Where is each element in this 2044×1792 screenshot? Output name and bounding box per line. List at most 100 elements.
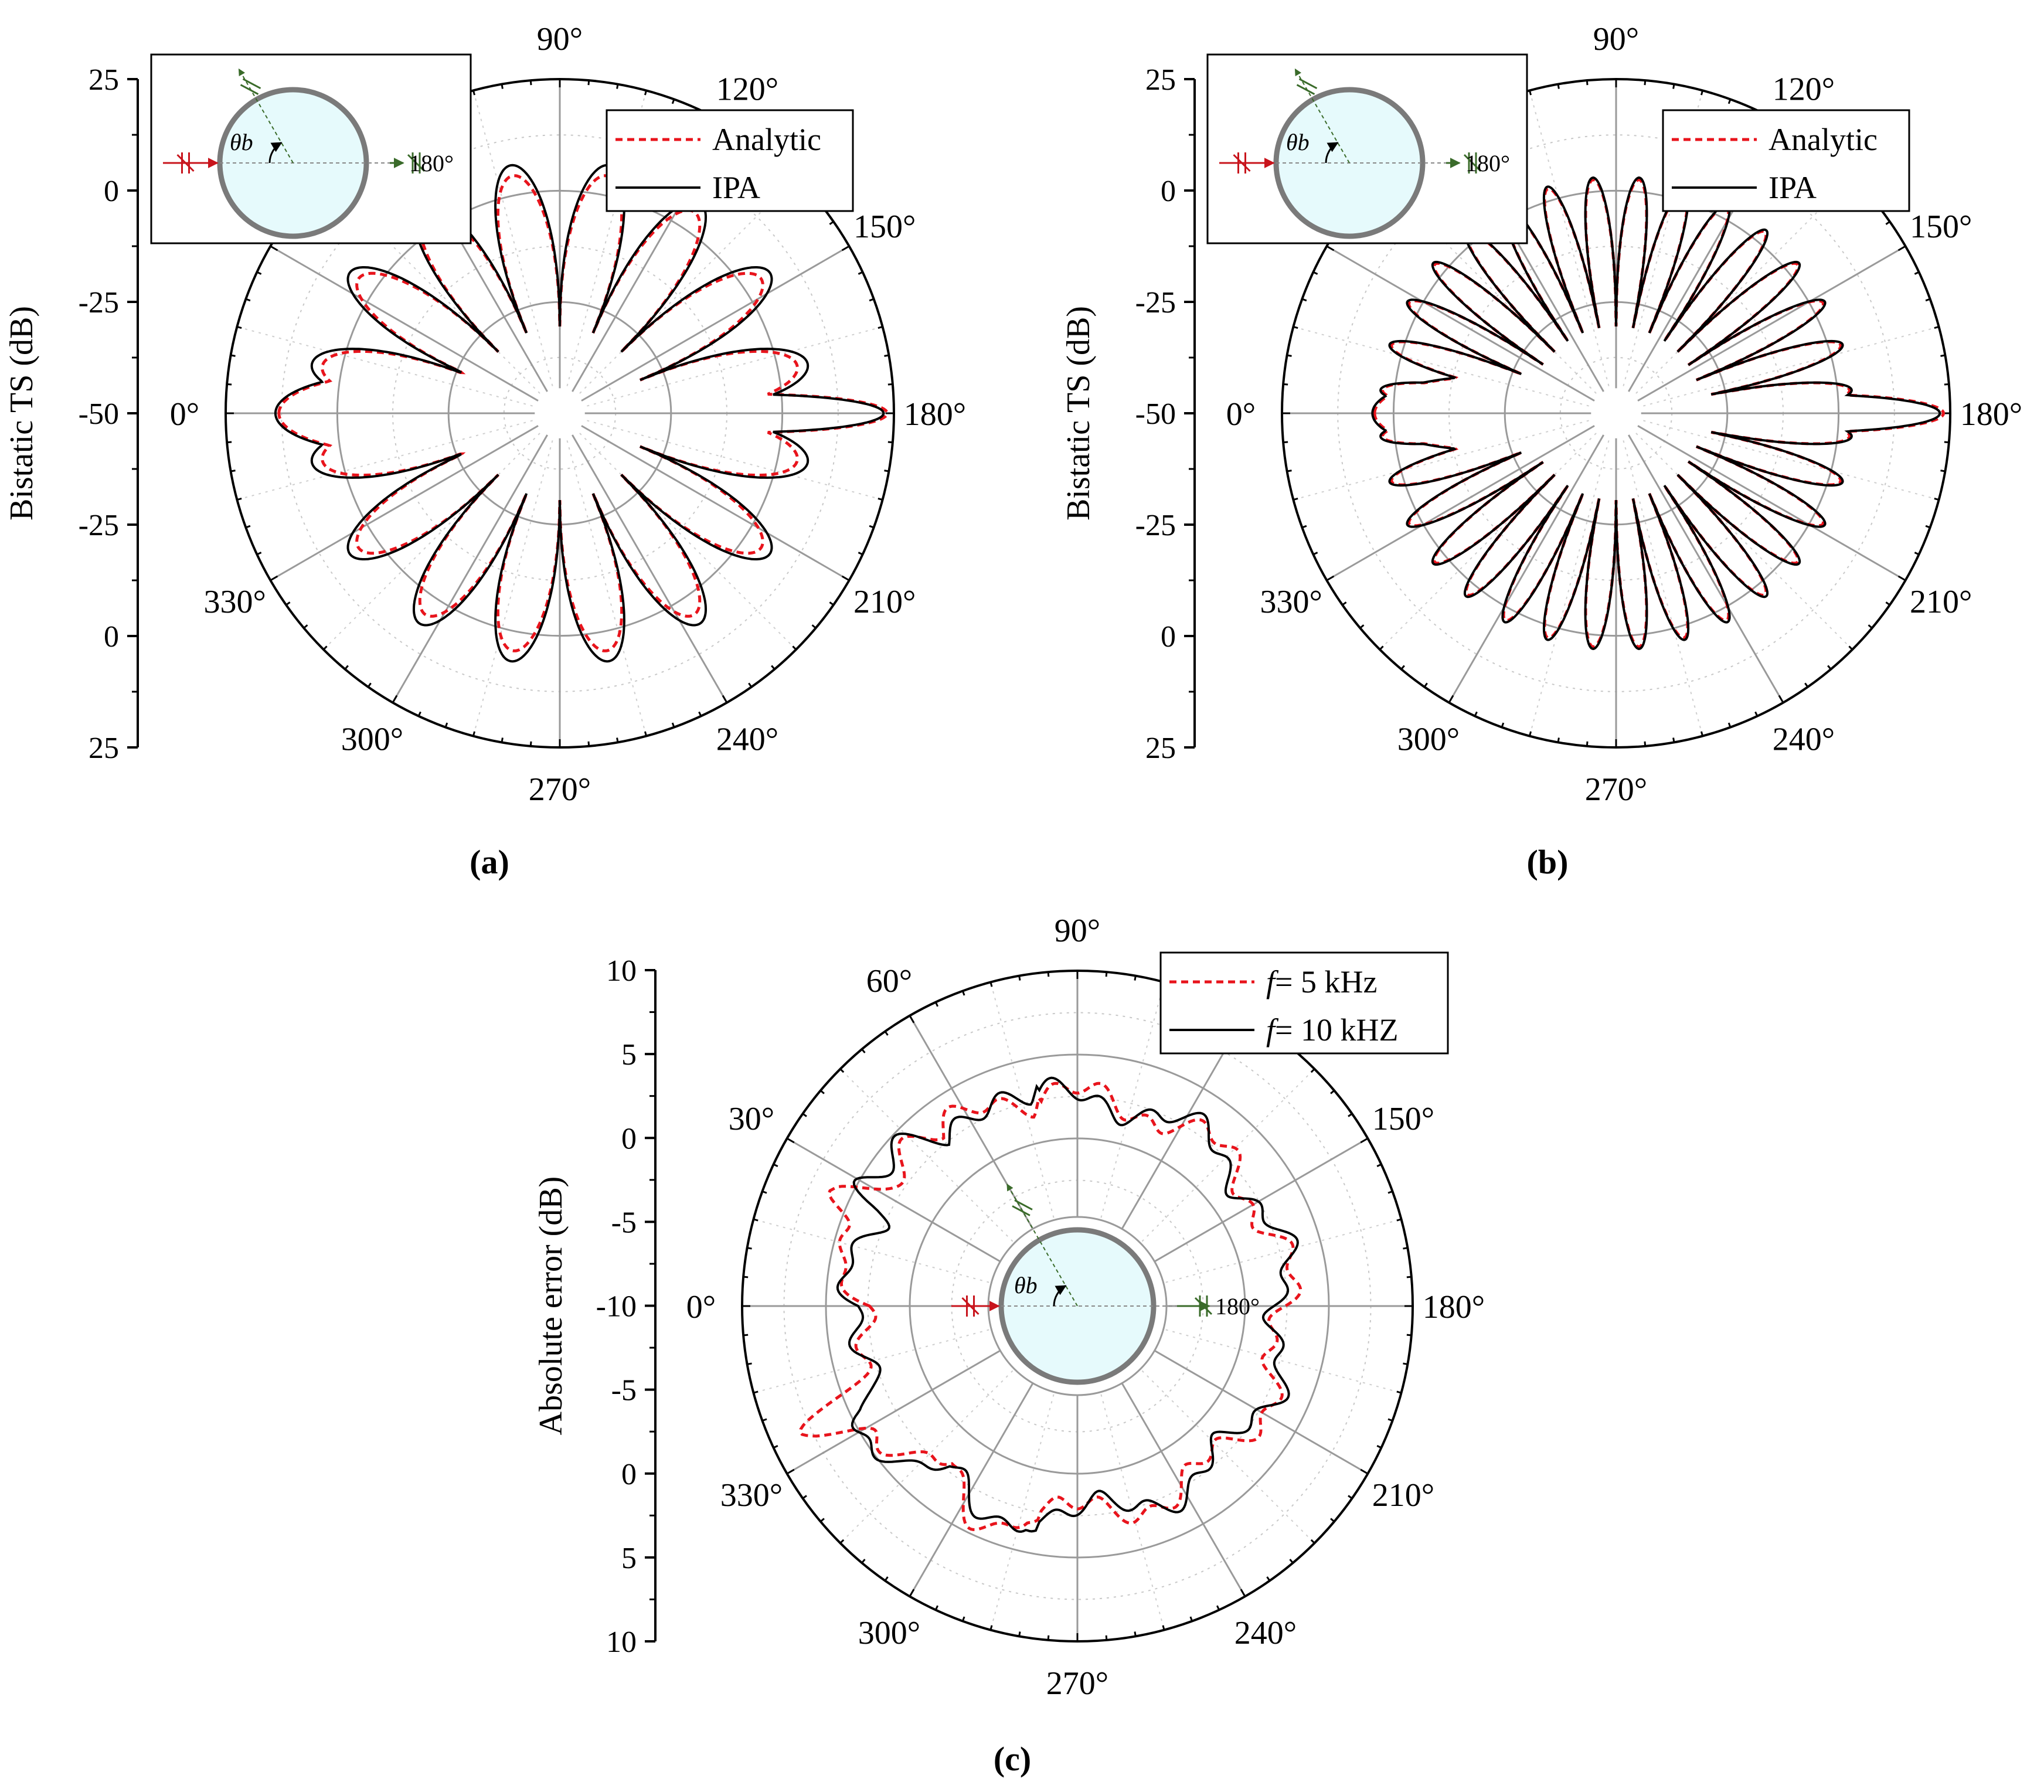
- angle-tick: [644, 731, 647, 736]
- radial-axis-tick-label: -5: [611, 1206, 637, 1239]
- panel-a-label: (a): [470, 843, 509, 881]
- legend-label: Analytic: [712, 122, 821, 157]
- angle-tick: [934, 1001, 939, 1007]
- radial-axis-tick-label: 0: [621, 1122, 637, 1155]
- angle-tick: [961, 990, 965, 996]
- angle-tick: [861, 1559, 866, 1564]
- grid-spoke: [1448, 413, 1617, 703]
- angle-label-150: 150°: [1910, 209, 1972, 245]
- oblique-scatter-icon: [1012, 1199, 1033, 1216]
- angle-label-300: 300°: [341, 721, 403, 757]
- angle-tick: [1105, 1635, 1108, 1640]
- angle-tick: [887, 383, 893, 386]
- angle-tick: [392, 695, 398, 703]
- angle-tick: [1403, 1362, 1408, 1365]
- angle-label-270: 270°: [529, 771, 591, 808]
- legend-label: f= 10 kHZ: [1266, 1012, 1398, 1048]
- angle-tick: [1448, 695, 1454, 703]
- angle-tick: [529, 80, 532, 86]
- angle-tick: [1387, 1418, 1393, 1422]
- angle-tick: [417, 711, 421, 717]
- angle-tick: [1283, 383, 1288, 386]
- legend-label-rest: = 10 kHZ: [1275, 1012, 1398, 1048]
- angle-tick: [1310, 1068, 1315, 1073]
- angle-tick: [1047, 1635, 1050, 1640]
- forward-scatter-icon: [407, 152, 426, 174]
- angle-tick: [1293, 326, 1298, 329]
- panel-b-label: (b): [1527, 843, 1569, 881]
- radial-axis-tick-label: 5: [621, 1542, 637, 1575]
- angle-tick: [829, 220, 834, 225]
- angle-tick: [1754, 711, 1759, 717]
- angle-tick: [802, 1495, 807, 1499]
- radial-axis-tick-label: -10: [596, 1290, 637, 1324]
- angle-tick: [472, 90, 475, 96]
- angle-tick: [322, 645, 328, 651]
- oblique-scatter-arrow: [1006, 1184, 1078, 1307]
- angle-label-150: 150°: [1372, 1101, 1434, 1137]
- angle-tick: [1529, 90, 1532, 96]
- angle-tick: [344, 665, 349, 670]
- radial-axis-tick-label: 0: [104, 175, 119, 208]
- radial-axis-tick-label: 10: [606, 954, 637, 988]
- angle-tick: [1330, 1518, 1335, 1522]
- angle-tick: [1897, 245, 1906, 251]
- angle-label-120: 120°: [716, 72, 778, 108]
- angle-tick: [472, 731, 475, 736]
- angle-tick: [869, 298, 875, 302]
- angle-tick: [1934, 498, 1939, 501]
- angle-tick: [1914, 271, 1920, 275]
- angle-tick: [227, 383, 232, 386]
- angle-tick: [1283, 441, 1288, 444]
- angle-label-30: 30°: [729, 1101, 774, 1137]
- angle-tick: [1727, 98, 1732, 104]
- radial-axis-tick-label: 25: [1145, 63, 1176, 97]
- grid-spoke-minor: [472, 413, 560, 736]
- angle-tick: [256, 271, 262, 275]
- grid-spoke-minor: [1616, 176, 1853, 414]
- grid-spoke: [270, 245, 560, 414]
- oblique-scatter-icon: [1296, 78, 1318, 96]
- angle-tick: [1376, 1444, 1382, 1449]
- legend-box: [1159, 951, 1449, 1055]
- angle-label-270: 270°: [1046, 1665, 1108, 1702]
- angle-tick: [753, 1218, 759, 1222]
- angle-tick: [644, 90, 647, 96]
- angle-tick: [1301, 298, 1307, 302]
- grid-spoke: [392, 413, 561, 703]
- inset-angle-label: 180°: [1465, 150, 1510, 176]
- radial-axis-tick-label: -25: [79, 286, 119, 319]
- angle-label-240: 240°: [716, 721, 778, 757]
- angle-tick: [1400, 665, 1405, 670]
- angle-tick: [1701, 90, 1703, 96]
- angle-tick: [227, 441, 232, 444]
- angle-tick: [1557, 84, 1560, 89]
- angle-label-210: 210°: [853, 584, 916, 620]
- angle-tick: [773, 1163, 778, 1168]
- oblique-scatter-arrow: [238, 68, 294, 164]
- angle-label-180: 180°: [904, 396, 966, 433]
- angle-tick: [237, 326, 242, 329]
- oblique-scatter-arrow: [1294, 68, 1350, 164]
- angle-tick: [1396, 1390, 1402, 1394]
- grid-spoke: [559, 245, 850, 414]
- angle-tick: [841, 245, 850, 251]
- legend-box: [606, 109, 854, 212]
- incident-wave-icon: [1233, 152, 1251, 174]
- angle-tick: [1925, 298, 1931, 302]
- angle-tick: [1885, 601, 1890, 606]
- angle-tick: [771, 665, 776, 670]
- angle-label-210: 210°: [1372, 1477, 1434, 1514]
- grid-spoke-minor: [472, 90, 560, 414]
- angle-tick: [303, 624, 308, 629]
- grid-spoke: [1616, 412, 1906, 582]
- angle-label-90: 90°: [1593, 21, 1639, 57]
- angle-tick: [1529, 731, 1532, 736]
- angle-tick: [1848, 645, 1853, 651]
- center-mask: [535, 388, 585, 438]
- angle-tick: [1914, 552, 1920, 556]
- angle-tick: [861, 1048, 866, 1053]
- angle-tick: [1018, 975, 1021, 981]
- angle-label-0: 0°: [170, 396, 199, 433]
